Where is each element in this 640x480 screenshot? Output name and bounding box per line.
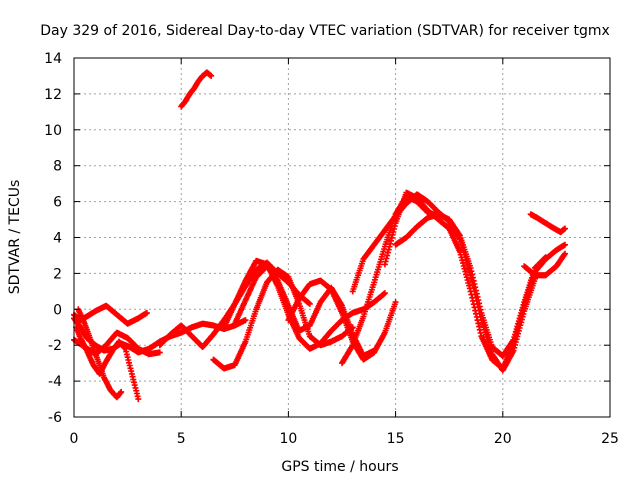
y-tick-label: 2 [53, 266, 62, 282]
data-point [242, 317, 249, 324]
x-tick-label: 25 [601, 431, 619, 447]
x-tick-label: 15 [387, 431, 405, 447]
y-tick-label: 0 [53, 302, 62, 318]
data-point [562, 250, 568, 257]
y-tick-label: -4 [48, 374, 62, 390]
y-tick-label: 12 [44, 87, 62, 103]
series-arc-14 [381, 189, 568, 372]
data-point [475, 320, 482, 327]
data-point [469, 298, 476, 304]
series-arc-11 [285, 277, 399, 363]
data-point [562, 225, 568, 232]
series-arc-17 [521, 250, 568, 279]
y-tick-label: 4 [53, 231, 62, 247]
data-point [135, 396, 142, 403]
data-point [118, 388, 125, 395]
x-tick-label: 0 [70, 431, 79, 447]
ticks: 0 5 10 15 20 25 -6 -4 -2 0 2 4 6 8 10 12 14 [44, 51, 619, 447]
y-tick-label: 14 [44, 51, 62, 67]
x-tick-label: 5 [177, 431, 186, 447]
data-point [468, 291, 475, 298]
data-point [468, 268, 475, 275]
y-tick-label: -6 [48, 410, 62, 426]
y-axis-label: SDTVAR / TECUs [7, 180, 23, 295]
data-point [542, 254, 549, 261]
series-arc-16 [527, 211, 568, 236]
data-point [156, 349, 163, 356]
y-tick-label: 6 [53, 195, 62, 211]
x-tick-label: 20 [494, 431, 512, 447]
series-arc-5 [71, 329, 163, 358]
series-arc-8 [210, 266, 356, 372]
data-point [143, 309, 150, 316]
y-tick-label: 8 [53, 159, 62, 175]
data-point [390, 229, 397, 235]
data-point [384, 249, 391, 256]
data-point [381, 290, 388, 297]
series-arc-15 [392, 211, 549, 359]
x-tick-label: 10 [279, 431, 297, 447]
data-point [306, 300, 313, 307]
y-tick-label: 10 [44, 123, 62, 139]
data-point [475, 297, 482, 304]
chart-title: Day 329 of 2016, Sidereal Day-to-day VTE… [40, 23, 610, 39]
grid [74, 58, 610, 417]
data-point [392, 299, 399, 306]
data-point [476, 303, 483, 310]
data-point [469, 274, 476, 281]
data-point [562, 241, 568, 248]
x-axis-label: GPS time / hours [281, 459, 398, 475]
series-arc-6 [178, 69, 215, 110]
y-tick-label: -2 [48, 338, 62, 354]
data-point [391, 223, 398, 230]
data-point [383, 255, 390, 262]
data-point [476, 326, 483, 333]
data-point [465, 279, 472, 286]
data-point [208, 72, 215, 79]
data-point [463, 274, 470, 281]
data-layer [71, 69, 568, 403]
